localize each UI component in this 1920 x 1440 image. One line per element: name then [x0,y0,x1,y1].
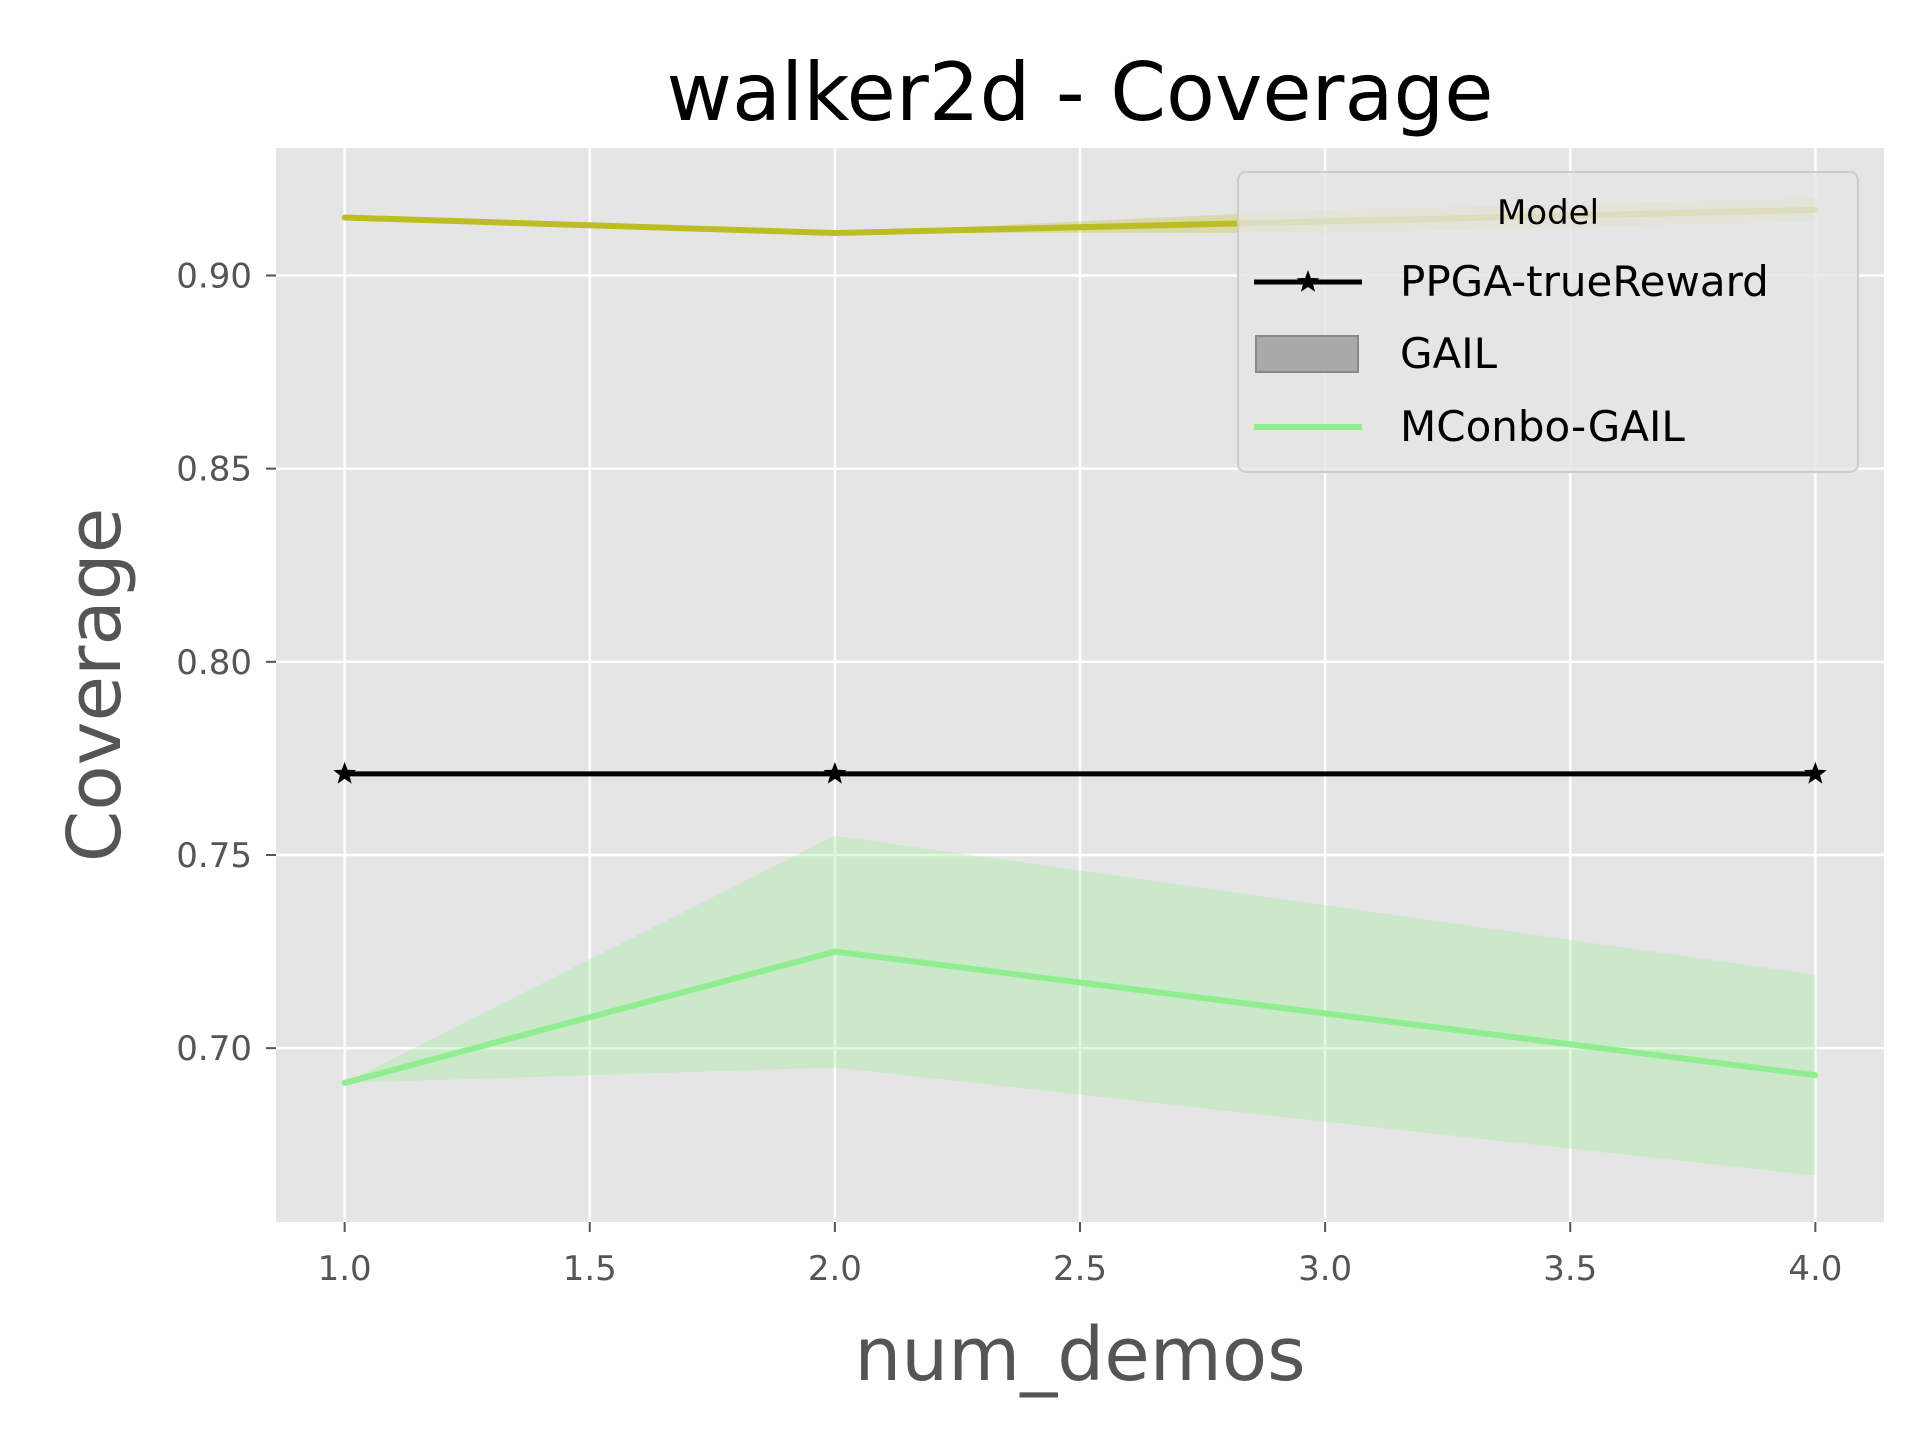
y-axis-ticks: 0.70 0.75 0.80 0.85 0.90 [176,256,276,1069]
legend: Model PPGA-trueReward GAIL MConbo-GAIL [1237,171,1859,473]
series-line-2 [341,948,1819,1086]
y-tick-label: 0.70 [176,1029,252,1069]
y-tick-label: 0.85 [176,450,252,490]
legend-star-marker [1296,270,1320,292]
y-tick-label: 0.75 [176,836,252,876]
legend-label-mconbo: MConbo-GAIL [1400,402,1685,451]
x-tick-label: 4.0 [1788,1249,1842,1289]
legend-label-ppga: PPGA-trueReward [1400,257,1769,306]
legend-title: Model [1497,193,1599,233]
series-markers [333,761,1827,784]
legend-box [1237,171,1859,473]
x-tick-label: 3.5 [1543,1249,1597,1289]
series-band-2 [344,835,1816,1176]
x-tick-label: 2.5 [1053,1249,1107,1289]
legend-swatch-gail [1255,335,1359,373]
x-axis-ticks: 1.0 1.5 2.0 2.5 3.0 3.5 4.0 [318,1222,1842,1289]
y-tick-label: 0.80 [176,643,252,683]
x-tick-label: 2.0 [808,1249,862,1289]
x-tick-label: 3.0 [1298,1249,1352,1289]
x-tick-label: 1.0 [318,1249,372,1289]
y-axis-label: Coverage [52,508,138,863]
series-marker-0 [1804,761,1827,784]
x-axis-label: num_demos [854,1312,1305,1398]
y-tick-label: 0.90 [176,256,252,296]
x-tick-label: 1.5 [563,1249,617,1289]
chart-title: walker2d - Coverage [667,46,1494,139]
series-marker-0 [823,761,847,784]
legend-label-gail: GAIL [1400,329,1498,378]
series-marker-0 [333,761,356,784]
